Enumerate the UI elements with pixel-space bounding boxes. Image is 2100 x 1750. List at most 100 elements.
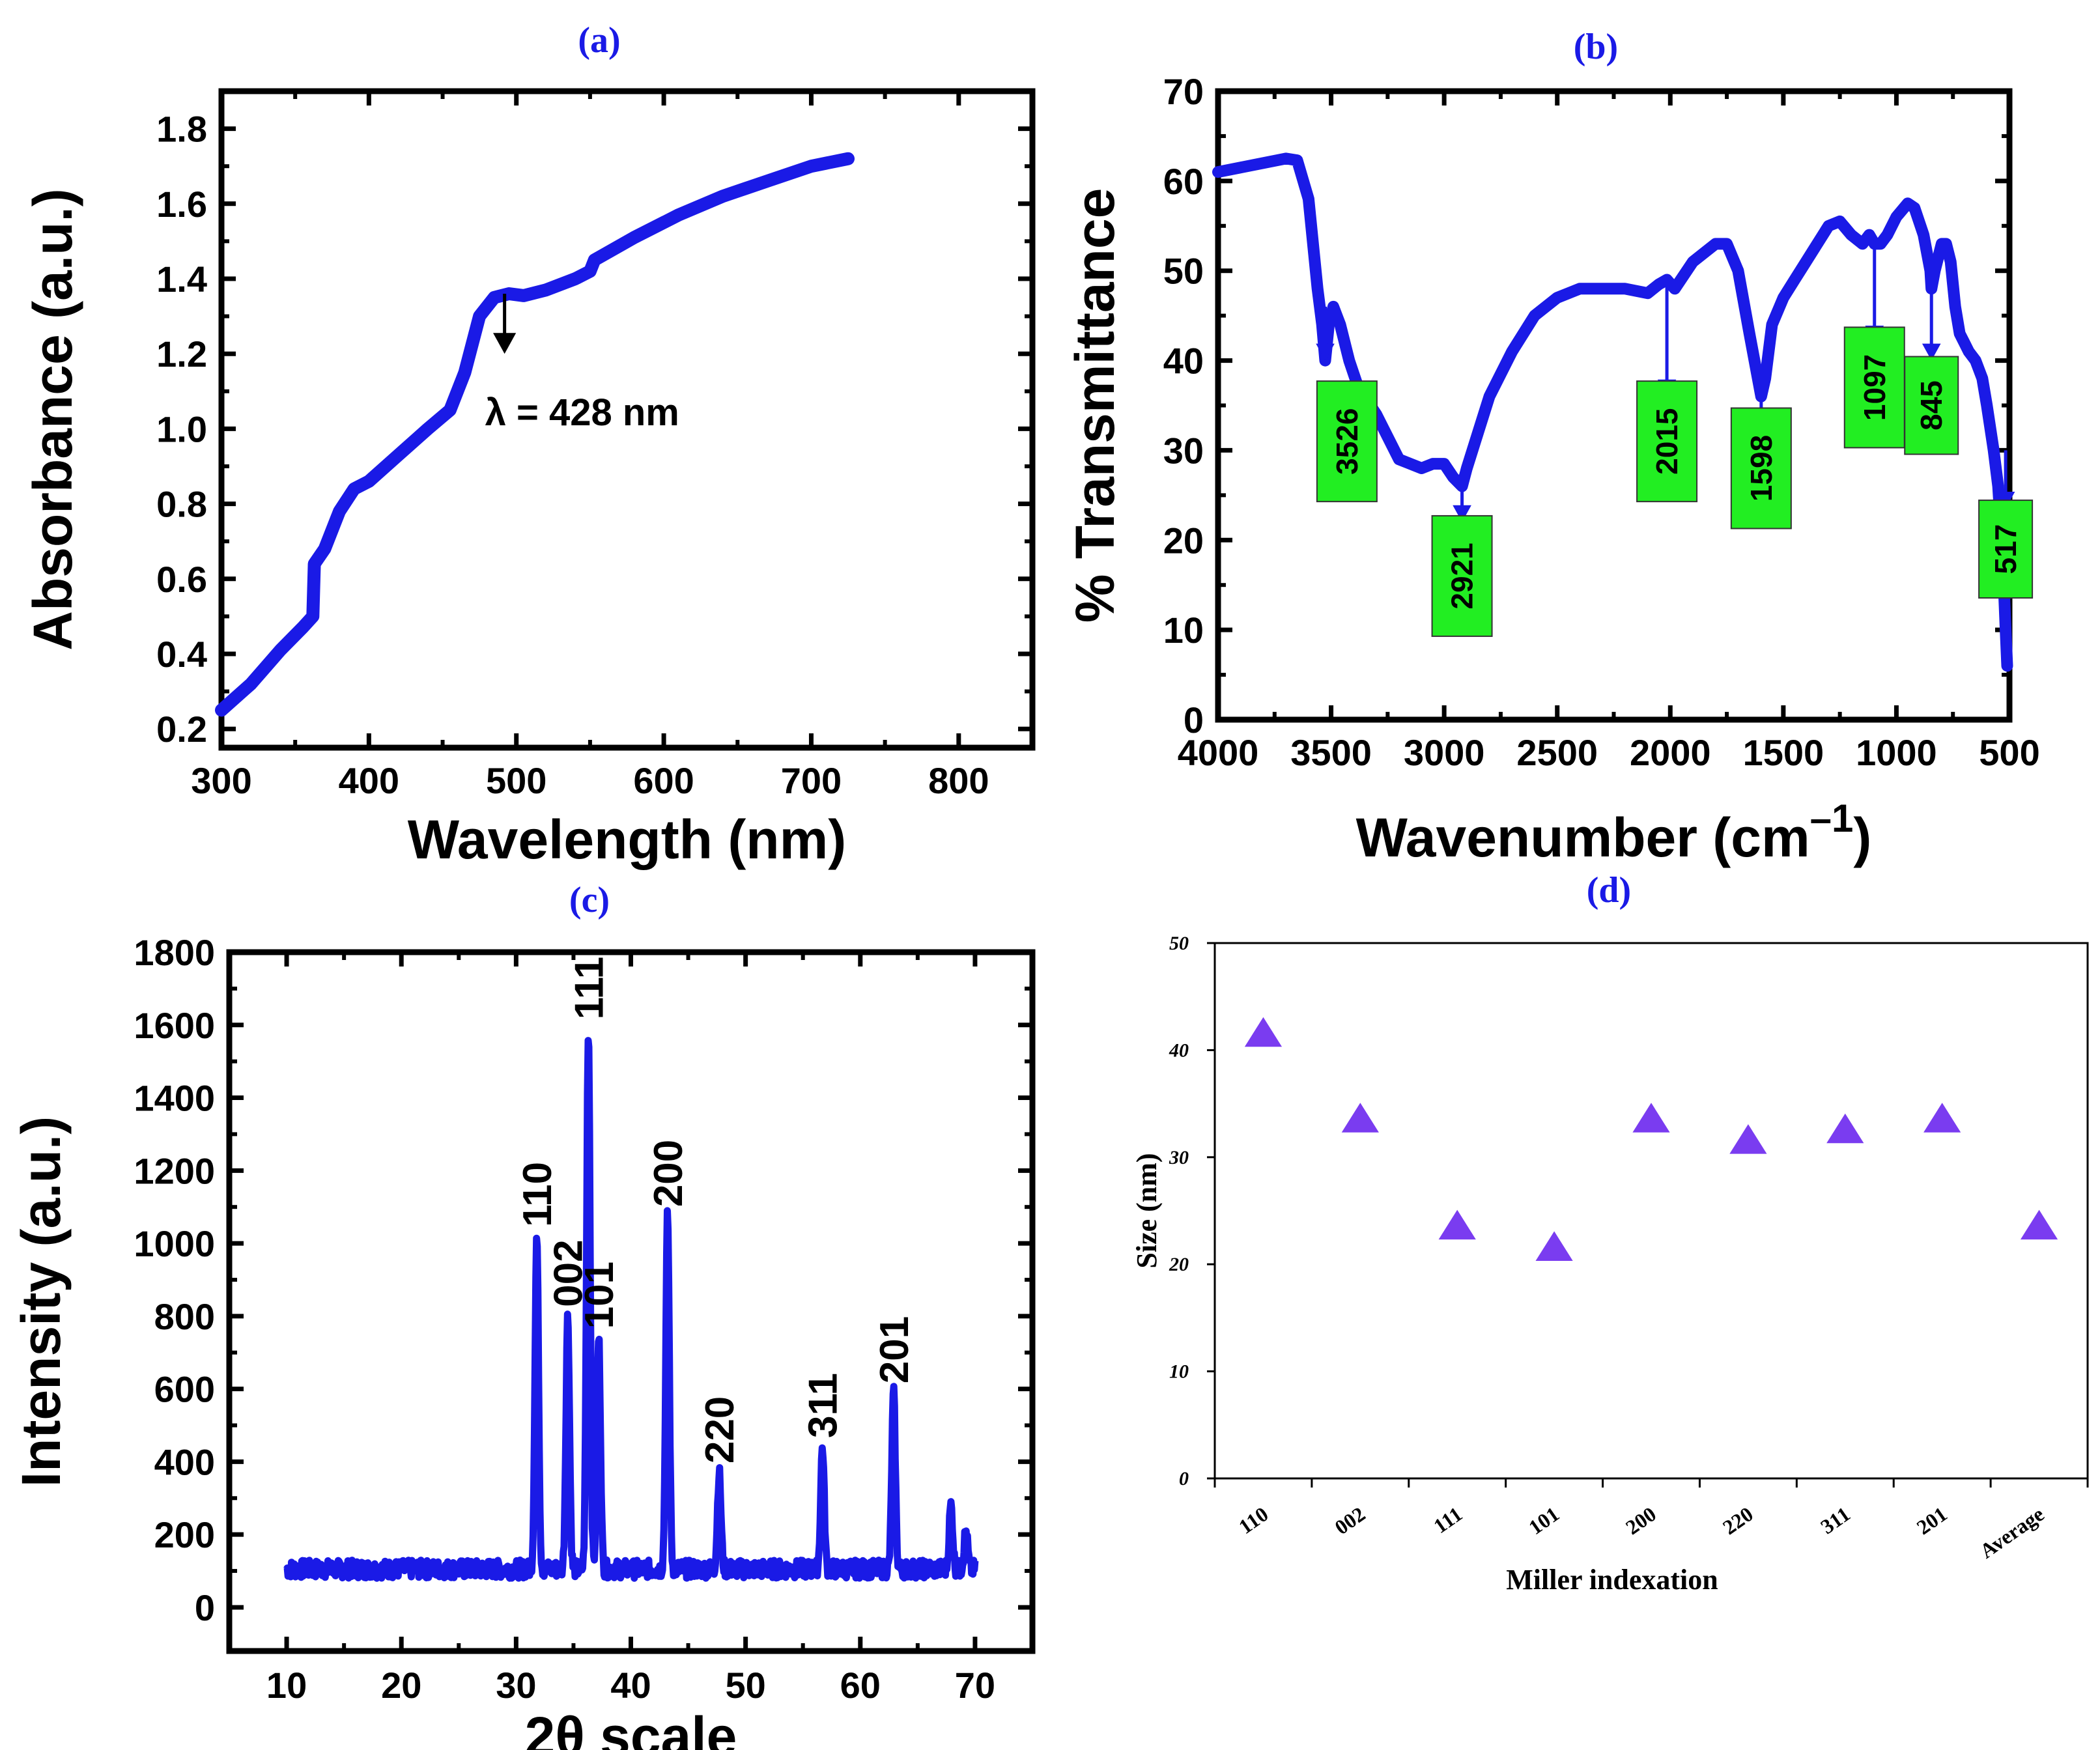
panel-title: (b) — [1574, 27, 1618, 67]
y-tick-label: 1.2 — [156, 333, 207, 374]
peak-label: 2015 — [1650, 408, 1684, 474]
peak-label: 845 — [1914, 380, 1948, 430]
x-axis-label-superscript: –1 — [1810, 797, 1854, 840]
peak-arrowhead — [1453, 505, 1471, 522]
data-point — [1341, 1103, 1379, 1133]
x-tick-label: 300 — [191, 760, 251, 801]
y-axis-label: Intensity (a.u.) — [10, 1116, 72, 1487]
x-tick-label: 1500 — [1743, 732, 1824, 773]
y-tick-label: 0 — [1184, 699, 1204, 741]
y-axis-label: % Transmittance — [1064, 188, 1126, 623]
peak-label-box — [1636, 380, 1698, 503]
plot-frame — [218, 88, 1036, 751]
peak-label-box — [1431, 515, 1493, 637]
x-tick-label: 600 — [633, 760, 694, 801]
x-tick-label: 311 — [1816, 1502, 1854, 1538]
x-axis-label: Wavenumber (cm–1) — [1356, 797, 1872, 868]
panel-b: (b) 4000 3500 3000 2500 2000 1500 1000 500 0 10 20 3… — [1064, 27, 2040, 868]
peak-label-box — [1730, 407, 1792, 529]
data-point — [1923, 1103, 1961, 1133]
x-tick-label: 220 — [1718, 1502, 1757, 1539]
x-tick-label: 500 — [486, 760, 546, 801]
x-tick-label: 800 — [928, 760, 989, 801]
x-axis-label: Wavelength (nm) — [408, 809, 847, 870]
x-tick-label: 2000 — [1630, 732, 1711, 773]
peak-label: 311 — [801, 1373, 846, 1438]
y-tick-label: 400 — [154, 1441, 215, 1482]
y-axis-label: Size (nm) — [1131, 1153, 1163, 1268]
panel-title: (a) — [578, 20, 620, 61]
x-axis-label: Miller indexation — [1506, 1564, 1718, 1596]
panel-d: (d) 0 10 20 30 40 50 110 002 111 101 200 220 311 201 Av… — [1131, 870, 2089, 1596]
x-tick-label: 200 — [1621, 1502, 1660, 1539]
y-tick-label: 0.6 — [156, 559, 207, 600]
x-axis-label-main: Wavenumber (cm — [1356, 807, 1810, 868]
y-tick-label: 1.4 — [156, 259, 207, 300]
y-tick-label: 30 — [1169, 1147, 1189, 1168]
x-tick-label: 1000 — [1856, 732, 1937, 773]
y-tick-label: 800 — [154, 1296, 215, 1337]
y-tick-label: 30 — [1163, 430, 1204, 471]
data-point — [1632, 1103, 1670, 1133]
x-tick-label: 002 — [1330, 1502, 1369, 1539]
peak-label: 1097 — [1858, 354, 1892, 421]
y-tick-label: 50 — [1169, 933, 1189, 954]
peak-label-box — [1978, 500, 2034, 599]
data-point — [1438, 1209, 1476, 1240]
x-tick-label: Average — [1976, 1502, 2049, 1562]
y-tick-label: 40 — [1163, 341, 1204, 382]
peak-arrowhead — [1922, 343, 1941, 361]
y-tick-label: 10 — [1169, 1361, 1189, 1383]
x-tick-label: 101 — [1524, 1502, 1563, 1539]
y-tick-label: 20 — [1169, 1254, 1189, 1275]
y-tick-label: 1.6 — [156, 184, 207, 225]
y-tick-label: 60 — [1163, 161, 1204, 202]
data-point — [1244, 1017, 1283, 1047]
x-axis-label: 2θ scale — [525, 1706, 737, 1750]
y-tick-label: 1400 — [134, 1078, 215, 1119]
x-axis-label-close: ) — [1853, 807, 1871, 868]
y-tick-label: 0.2 — [156, 709, 207, 750]
panel-c: (c) 10 20 30 40 50 60 70 0 200 400 600 800 1000 1200 14… — [10, 880, 1036, 1750]
x-tick-label: 110 — [1234, 1502, 1273, 1538]
y-tick-label: 600 — [154, 1369, 215, 1410]
data-point — [1729, 1124, 1767, 1154]
x-tick-label: 3000 — [1404, 732, 1485, 773]
peak-label: 200 — [646, 1140, 691, 1207]
data-point — [1826, 1113, 1864, 1144]
x-tick-label: 4000 — [1178, 732, 1259, 773]
x-tick-label: 201 — [1912, 1502, 1951, 1539]
panel-title: (d) — [1587, 870, 1631, 910]
peak-label: 1598 — [1744, 435, 1778, 501]
y-tick-label: 0.4 — [156, 634, 207, 675]
x-tick-label: 20 — [381, 1665, 421, 1706]
series-line — [1212, 152, 2013, 672]
series-line — [283, 1037, 979, 1582]
y-tick-label: 1800 — [134, 932, 215, 973]
peak-label-box — [1904, 356, 1959, 455]
data-point — [2020, 1209, 2058, 1240]
peak-label: 110 — [515, 1162, 560, 1227]
panel-a: (a) 300 400 500 600 700 800 0.2 0.4 0.6 0.8 1.0 1.2 1… — [22, 20, 1036, 870]
y-tick-label: 70 — [1163, 71, 1204, 112]
x-tick-label: 400 — [339, 760, 399, 801]
peak-label: 101 — [577, 1262, 622, 1329]
y-tick-label: 50 — [1163, 251, 1204, 292]
peak-label: 517 — [1989, 524, 2022, 574]
x-tick-label: 111 — [1429, 1502, 1466, 1538]
peak-label: 220 — [698, 1396, 743, 1463]
y-tick-label: 40 — [1169, 1039, 1189, 1061]
panel-title: (c) — [569, 880, 610, 920]
peak-label: 111 — [567, 957, 612, 1020]
x-tick-label: 50 — [725, 1665, 765, 1706]
x-tick-label: 3500 — [1290, 732, 1372, 773]
peak-arrowhead — [1316, 343, 1335, 361]
y-tick-label: 1600 — [134, 1005, 215, 1046]
y-tick-label: 0 — [195, 1587, 215, 1628]
x-tick-label: 60 — [840, 1665, 881, 1706]
x-tick-label: 2500 — [1516, 732, 1598, 773]
peak-label: 2921 — [1445, 543, 1479, 609]
y-tick-label: 1.0 — [156, 408, 207, 449]
y-axis-label: Absorbance (a.u.) — [22, 188, 83, 650]
peak-label-box — [1316, 380, 1378, 503]
